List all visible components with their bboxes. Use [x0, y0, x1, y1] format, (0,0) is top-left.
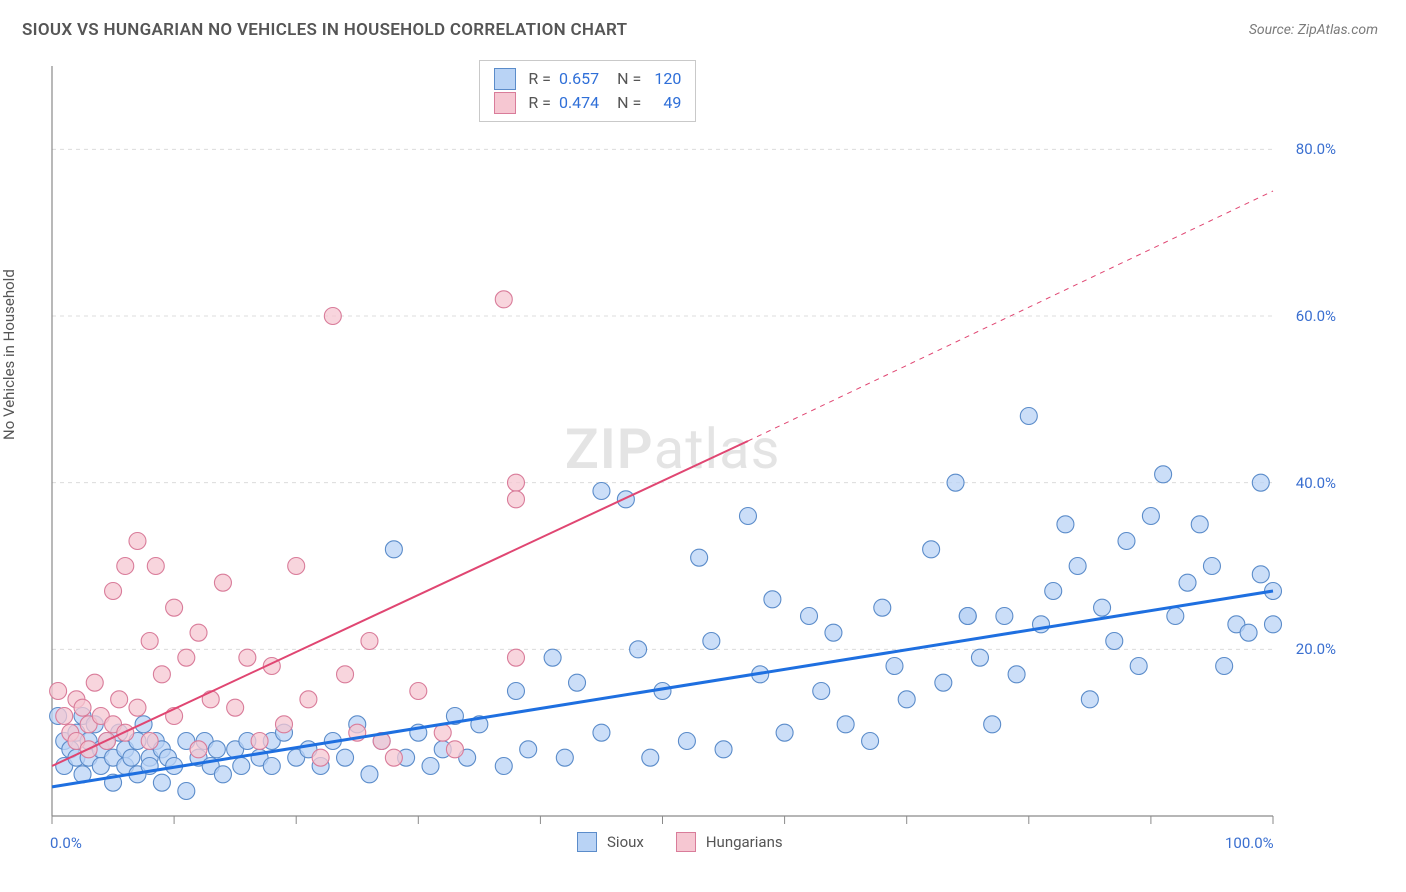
- chart-title: SIOUX VS HUNGARIAN NO VEHICLES IN HOUSEH…: [22, 20, 627, 40]
- y-tick-label: 80.0%: [1276, 140, 1336, 158]
- legend-r-label: R =: [528, 67, 551, 91]
- legend-stats: R = 0.657 N = 120 R = 0.474 N = 49: [479, 60, 696, 122]
- legend-series-label: Hungarians: [706, 833, 783, 851]
- legend-stats-row: R = 0.474 N = 49: [494, 91, 681, 115]
- legend-swatch: [676, 832, 696, 852]
- y-tick-label: 60.0%: [1276, 307, 1336, 325]
- legend-n-label: N =: [617, 67, 641, 91]
- y-axis-label: No Vehicles in Household: [0, 269, 18, 440]
- source-label: Source:: [1249, 22, 1294, 38]
- legend-r-value: 0.657: [559, 67, 599, 91]
- legend-n-value: 49: [649, 91, 681, 115]
- y-tick-label: 20.0%: [1276, 640, 1336, 658]
- source-value: ZipAtlas.com: [1298, 22, 1378, 38]
- legend-swatch: [494, 92, 516, 114]
- legend-r-label: R =: [528, 91, 551, 115]
- chart-svg: [48, 56, 1328, 838]
- source-attribution: Source: ZipAtlas.com: [1249, 22, 1378, 38]
- legend-n-label: N =: [617, 91, 641, 115]
- legend-r-value: 0.474: [559, 91, 599, 115]
- legend-series-label: Sioux: [607, 833, 644, 851]
- x-tick-label: 100.0%: [1225, 834, 1274, 852]
- legend-stats-row: R = 0.657 N = 120: [494, 67, 681, 91]
- legend-n-value: 120: [649, 67, 681, 91]
- legend-swatch: [577, 832, 597, 852]
- y-tick-label: 40.0%: [1276, 474, 1336, 492]
- x-tick-label: 0.0%: [50, 834, 82, 852]
- legend-swatch: [494, 68, 516, 90]
- legend-series: Sioux Hungarians: [577, 832, 805, 852]
